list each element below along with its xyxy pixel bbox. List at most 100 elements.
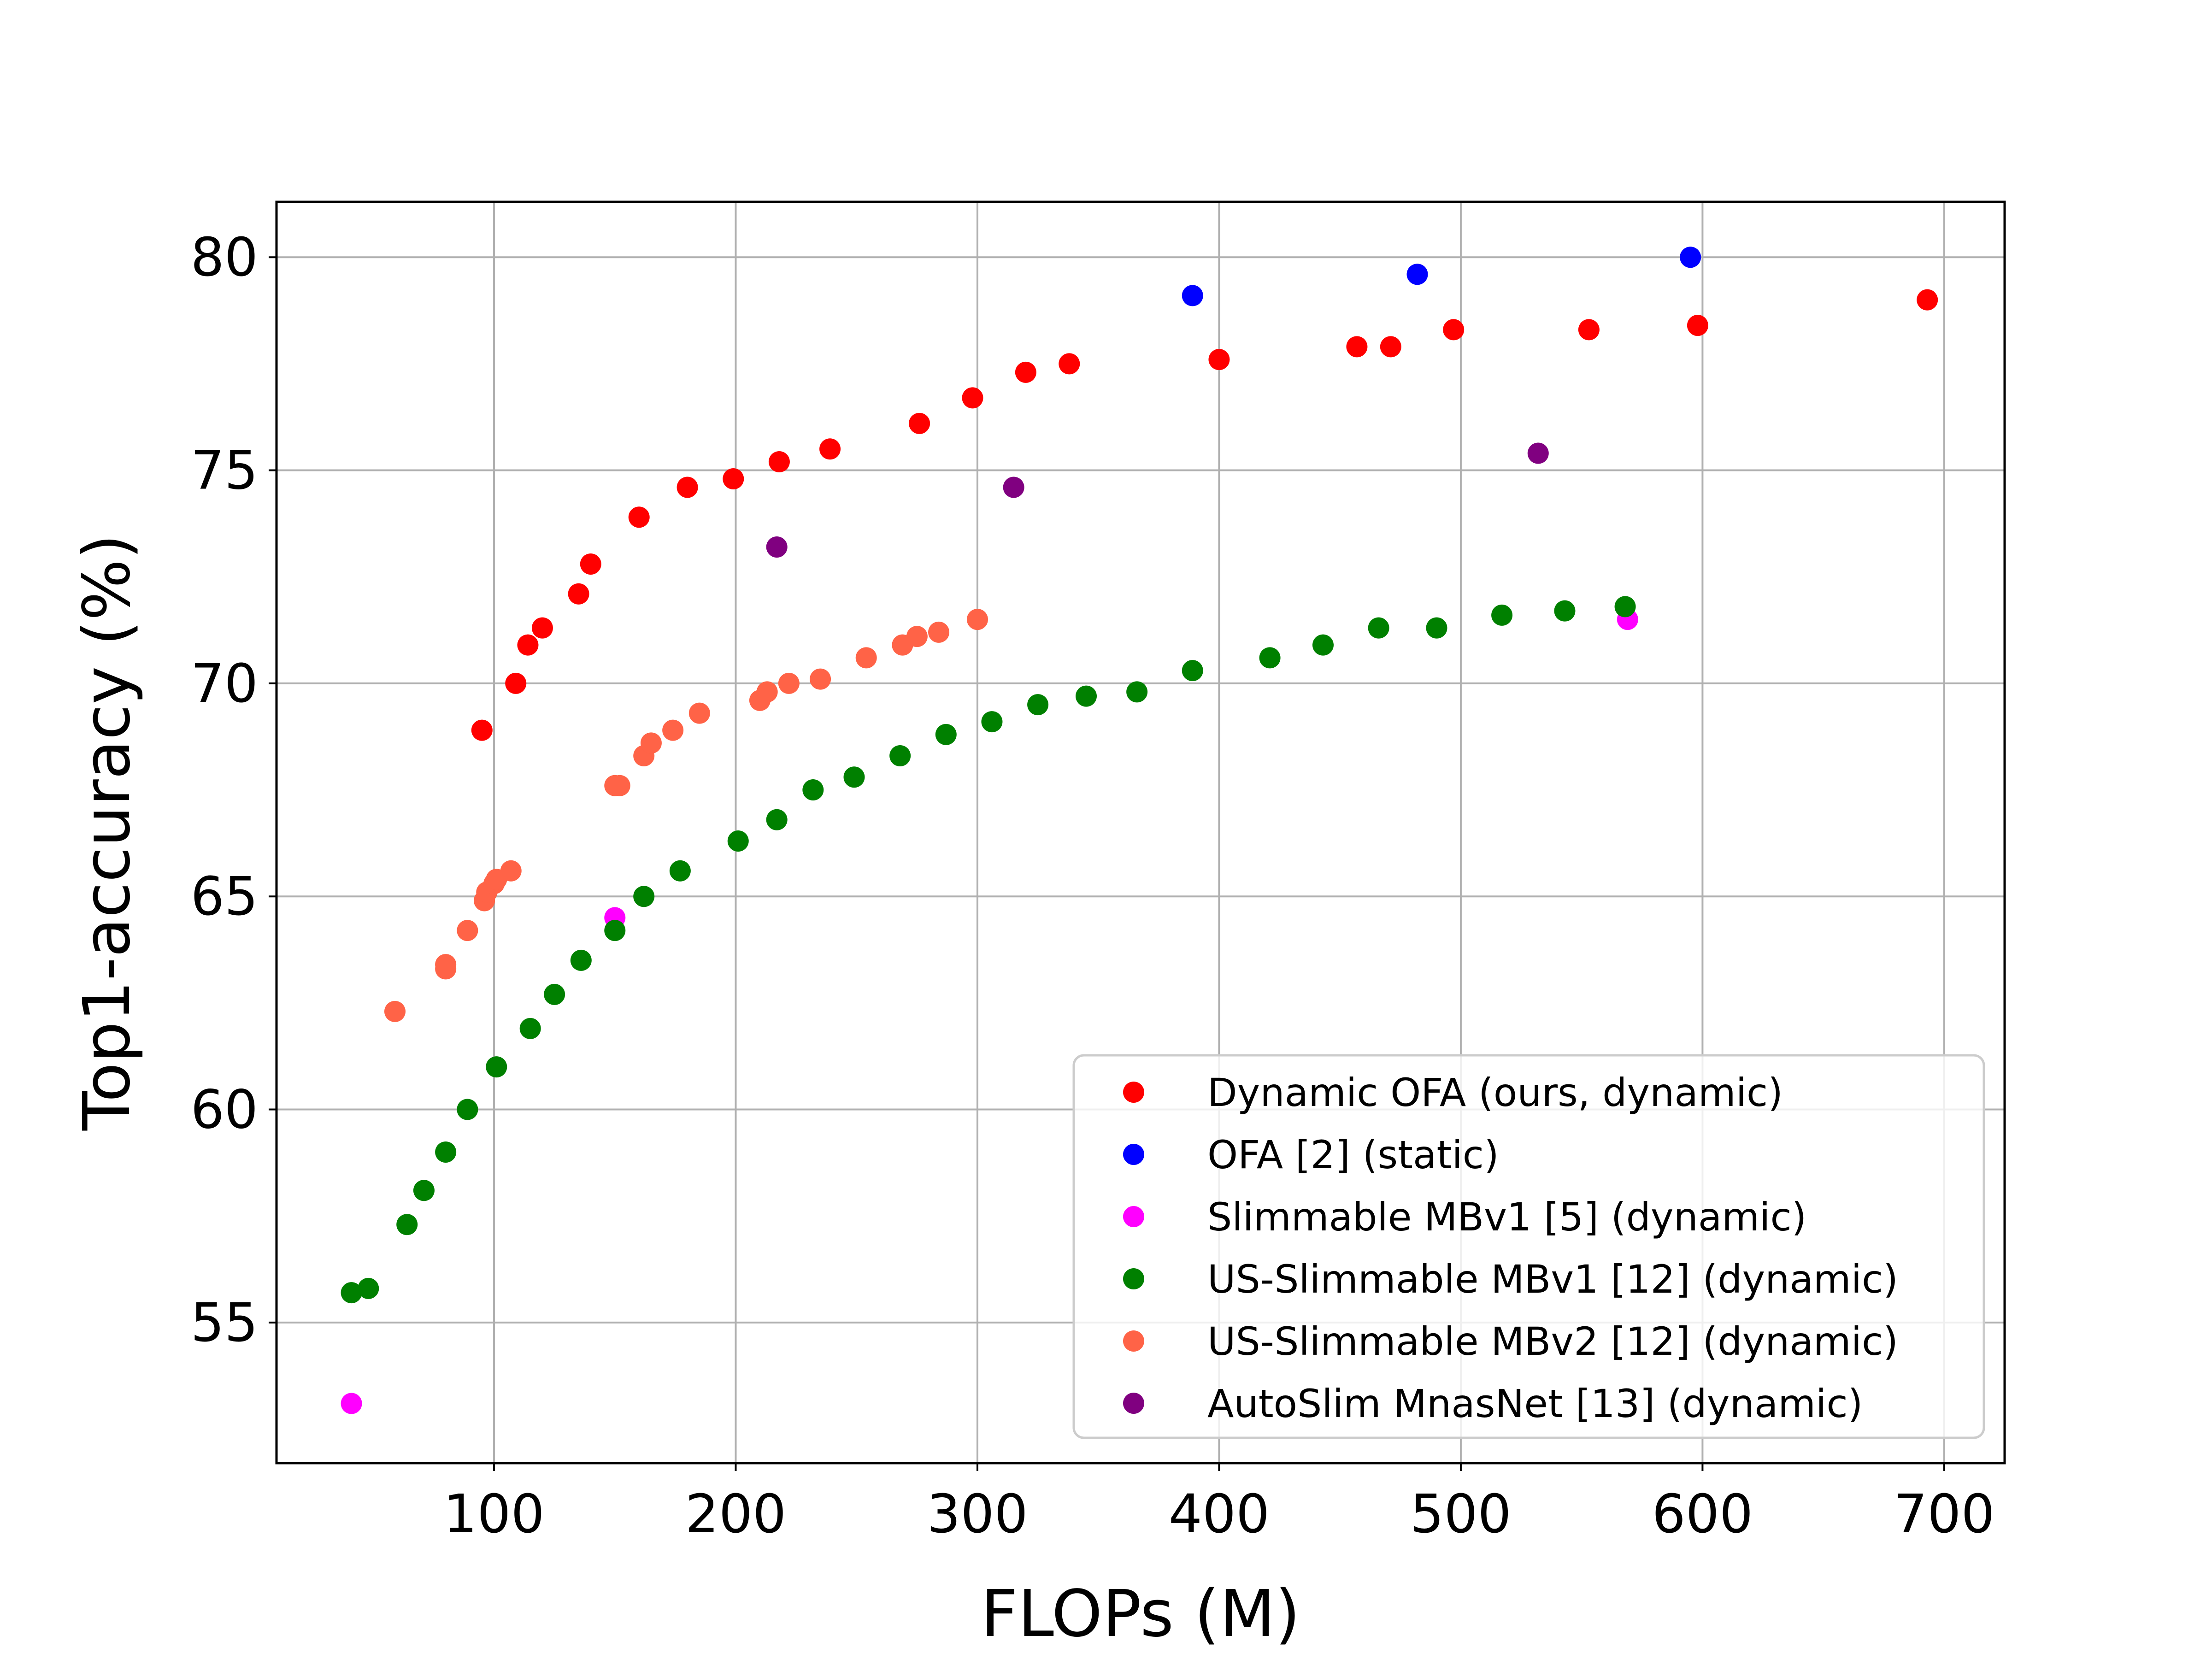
data-point (1406, 264, 1428, 285)
data-point (1368, 617, 1389, 639)
data-point (677, 477, 698, 498)
y-tick-label: 70 (191, 653, 258, 715)
x-axis-label: FLOPs (M) (981, 1577, 1300, 1652)
data-point (669, 860, 691, 882)
series-3 (341, 596, 1636, 1304)
data-point (1027, 694, 1049, 716)
data-point (341, 1282, 362, 1304)
data-points (341, 247, 1938, 1414)
data-point (341, 1393, 362, 1414)
legend-marker (1123, 1082, 1144, 1103)
legend-item: AutoSlim MnasNet [13] (dynamic) (1123, 1381, 1863, 1426)
data-point (486, 1056, 507, 1078)
y-tick-label: 55 (191, 1292, 258, 1354)
data-point (819, 438, 841, 460)
data-point (843, 766, 865, 788)
legend-label: OFA [2] (static) (1207, 1132, 1499, 1177)
data-point (928, 621, 950, 643)
series-1 (1182, 247, 1701, 306)
data-point (384, 1000, 406, 1022)
data-point (778, 672, 800, 694)
data-point (435, 954, 457, 976)
data-point (435, 1141, 457, 1163)
series-5 (766, 442, 1549, 558)
data-point (1527, 442, 1549, 464)
x-tick-label: 600 (1652, 1483, 1753, 1545)
data-point (1426, 617, 1447, 639)
data-point (1003, 477, 1024, 498)
legend-label: Dynamic OFA (ours, dynamic) (1207, 1070, 1783, 1115)
data-point (1917, 289, 1938, 311)
legend-label: AutoSlim MnasNet [13] (dynamic) (1207, 1381, 1863, 1426)
data-point (1491, 604, 1513, 626)
data-point (413, 1180, 435, 1201)
data-point (688, 702, 710, 724)
legend-item: US-Slimmable MBv1 [12] (dynamic) (1123, 1257, 1898, 1302)
legend-label: US-Slimmable MBv2 [12] (dynamic) (1207, 1319, 1898, 1364)
data-point (609, 775, 630, 796)
data-point (1380, 336, 1401, 358)
data-point (727, 830, 749, 852)
data-point (580, 553, 601, 575)
data-point (358, 1277, 379, 1299)
series-0 (471, 289, 1938, 741)
legend-marker (1123, 1330, 1144, 1352)
legend-item: US-Slimmable MBv2 [12] (dynamic) (1123, 1319, 1898, 1364)
series-4 (384, 609, 988, 1022)
data-point (1346, 336, 1368, 358)
plot-frame (275, 200, 2006, 1465)
data-point (1578, 319, 1600, 341)
data-point (802, 779, 824, 801)
data-point (768, 451, 790, 473)
legend-marker (1123, 1144, 1144, 1165)
data-point (935, 724, 957, 745)
legend-label: Slimmable MBv1 [5] (dynamic) (1207, 1194, 1806, 1240)
legend-marker (1123, 1206, 1144, 1227)
legend-label: US-Slimmable MBv1 [12] (dynamic) (1207, 1257, 1898, 1302)
data-point (756, 681, 778, 703)
y-tick-label: 80 (191, 227, 258, 288)
data-point (906, 626, 928, 647)
data-point (531, 617, 553, 639)
y-tick-label: 60 (191, 1079, 258, 1141)
x-axis-ticks: 100 200 300 400 500 600 700 (443, 1463, 1995, 1545)
data-point (570, 949, 592, 971)
data-point (1059, 353, 1080, 375)
data-point (766, 809, 788, 830)
data-point (568, 583, 589, 605)
data-point (1182, 285, 1203, 306)
legend-item: Dynamic OFA (ours, dynamic) (1123, 1070, 1783, 1115)
legend-box (1072, 1054, 1985, 1439)
data-point (1614, 596, 1636, 618)
data-point (1126, 681, 1148, 703)
data-point (517, 634, 539, 656)
x-tick-label: 200 (685, 1483, 787, 1545)
legend-item: OFA [2] (static) (1123, 1132, 1499, 1177)
data-point (1259, 647, 1281, 669)
data-point (628, 506, 650, 528)
data-point (1680, 247, 1701, 268)
legend-marker (1123, 1393, 1144, 1414)
data-point (766, 536, 788, 558)
data-point (723, 468, 744, 490)
legend-marker (1123, 1268, 1144, 1289)
x-tick-label: 300 (927, 1483, 1028, 1545)
data-point (662, 719, 684, 741)
data-point (633, 886, 655, 907)
data-point (1208, 349, 1230, 371)
data-point (1075, 685, 1097, 707)
y-axis-ticks: 55 60 65 70 75 80 (191, 227, 276, 1354)
data-point (1015, 361, 1036, 383)
data-point (396, 1214, 418, 1235)
data-point (1554, 600, 1576, 622)
y-tick-label: 65 (191, 866, 258, 928)
data-point (962, 387, 983, 409)
data-point (640, 732, 662, 754)
x-tick-label: 500 (1410, 1483, 1512, 1545)
legend-item: Slimmable MBv1 [5] (dynamic) (1123, 1194, 1806, 1240)
data-point (810, 668, 831, 690)
data-point (1182, 660, 1203, 682)
data-point (909, 412, 930, 434)
data-point (1312, 634, 1334, 656)
